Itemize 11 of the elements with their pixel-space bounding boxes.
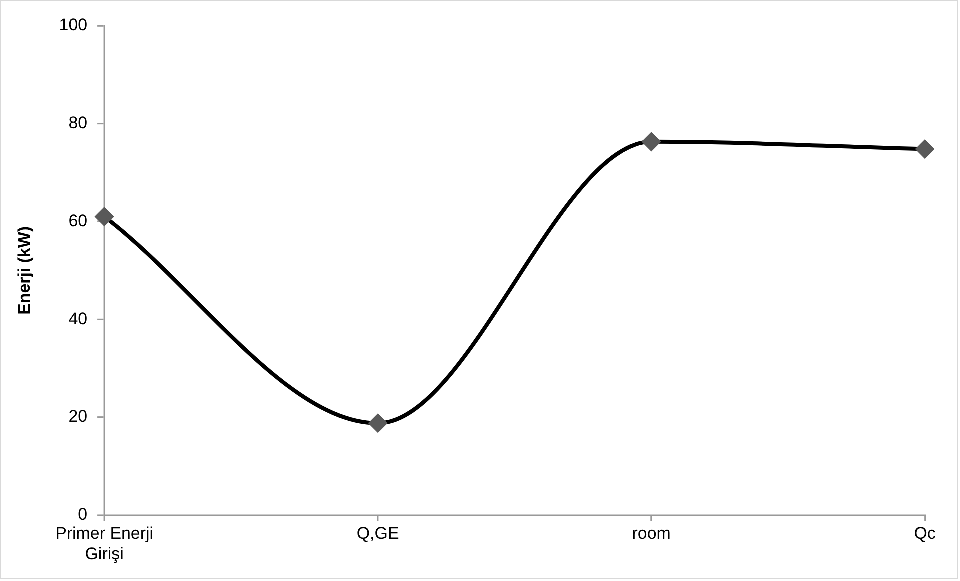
y-tick-label: 100	[59, 16, 88, 35]
y-axis-title: Enerji (kW)	[14, 226, 34, 315]
x-tick-label: Primer Enerji Girişi	[56, 524, 154, 564]
x-tick-label: room	[632, 524, 671, 544]
x-tick-label: Qc	[914, 524, 936, 544]
y-tick-label: 0	[78, 505, 88, 524]
y-tick-label: 40	[68, 309, 88, 328]
y-tick-label: 60	[68, 211, 88, 230]
y-tick-label: 80	[68, 113, 88, 132]
x-tick-label: Q,GE	[356, 524, 400, 544]
y-tick-label: 20	[68, 407, 88, 426]
